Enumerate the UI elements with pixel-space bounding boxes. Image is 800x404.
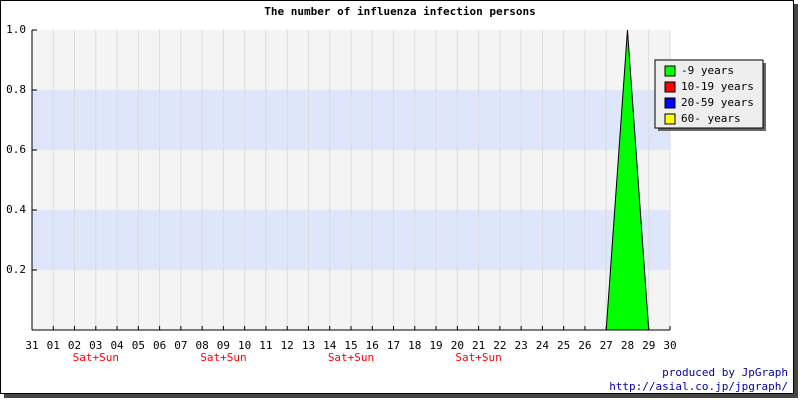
legend-label: -9 years <box>681 64 734 77</box>
x-tick-label: 11 <box>259 339 272 352</box>
legend-label: 10-19 years <box>681 80 754 93</box>
legend-swatch <box>664 65 676 77</box>
x-tick-label: 26 <box>578 339 591 352</box>
x-tick-label: 20 <box>451 339 464 352</box>
x-tick-label: 16 <box>366 339 379 352</box>
y-tick-label: 0.4 <box>6 203 26 216</box>
x-tick-label: 28 <box>621 339 634 352</box>
legend-swatch <box>664 113 676 125</box>
x-tick-label: 08 <box>196 339 209 352</box>
legend-label: 60- years <box>681 112 741 125</box>
x-tick-label: 03 <box>89 339 102 352</box>
x-tick-label: 17 <box>387 339 400 352</box>
x-tick-label: 27 <box>600 339 613 352</box>
x-tick-label: 10 <box>238 339 251 352</box>
credit: http://asial.co.jp/jpgraph/ <box>609 380 788 393</box>
x-tick-label: 23 <box>515 339 528 352</box>
x-tick-label: 04 <box>110 339 124 352</box>
legend-swatch <box>664 81 676 93</box>
y-tick-label: 0.6 <box>6 143 26 156</box>
x-tick-label: 05 <box>132 339 145 352</box>
weekend-label: Sat+Sun <box>73 351 119 364</box>
legend-label: 20-59 years <box>681 96 754 109</box>
x-tick-label: 15 <box>344 339 357 352</box>
x-tick-label: 25 <box>557 339 570 352</box>
x-tick-label: 13 <box>302 339 315 352</box>
x-tick-label: 31 <box>25 339 38 352</box>
x-tick-label: 09 <box>217 339 230 352</box>
weekend-label: Sat+Sun <box>328 351 374 364</box>
x-tick-label: 21 <box>472 339 485 352</box>
credit: produced by JpGraph <box>662 366 788 379</box>
x-tick-label: 06 <box>153 339 166 352</box>
x-tick-label: 07 <box>174 339 187 352</box>
chart-title: The number of influenza infection person… <box>264 5 536 18</box>
y-tick-label: 1.0 <box>6 23 26 36</box>
x-tick-label: 24 <box>536 339 550 352</box>
x-tick-label: 02 <box>68 339 81 352</box>
x-tick-label: 22 <box>493 339 506 352</box>
weekend-label: Sat+Sun <box>200 351 246 364</box>
x-tick-label: 19 <box>429 339 442 352</box>
legend-swatch <box>664 97 676 109</box>
y-tick-label: 0.2 <box>6 263 26 276</box>
x-tick-label: 29 <box>642 339 655 352</box>
y-tick-label: 0.8 <box>6 83 26 96</box>
x-tick-label: 18 <box>408 339 421 352</box>
x-tick-label: 12 <box>281 339 294 352</box>
weekend-label: Sat+Sun <box>455 351 501 364</box>
x-tick-label: 14 <box>323 339 337 352</box>
x-tick-label: 01 <box>47 339 60 352</box>
x-tick-label: 30 <box>663 339 676 352</box>
